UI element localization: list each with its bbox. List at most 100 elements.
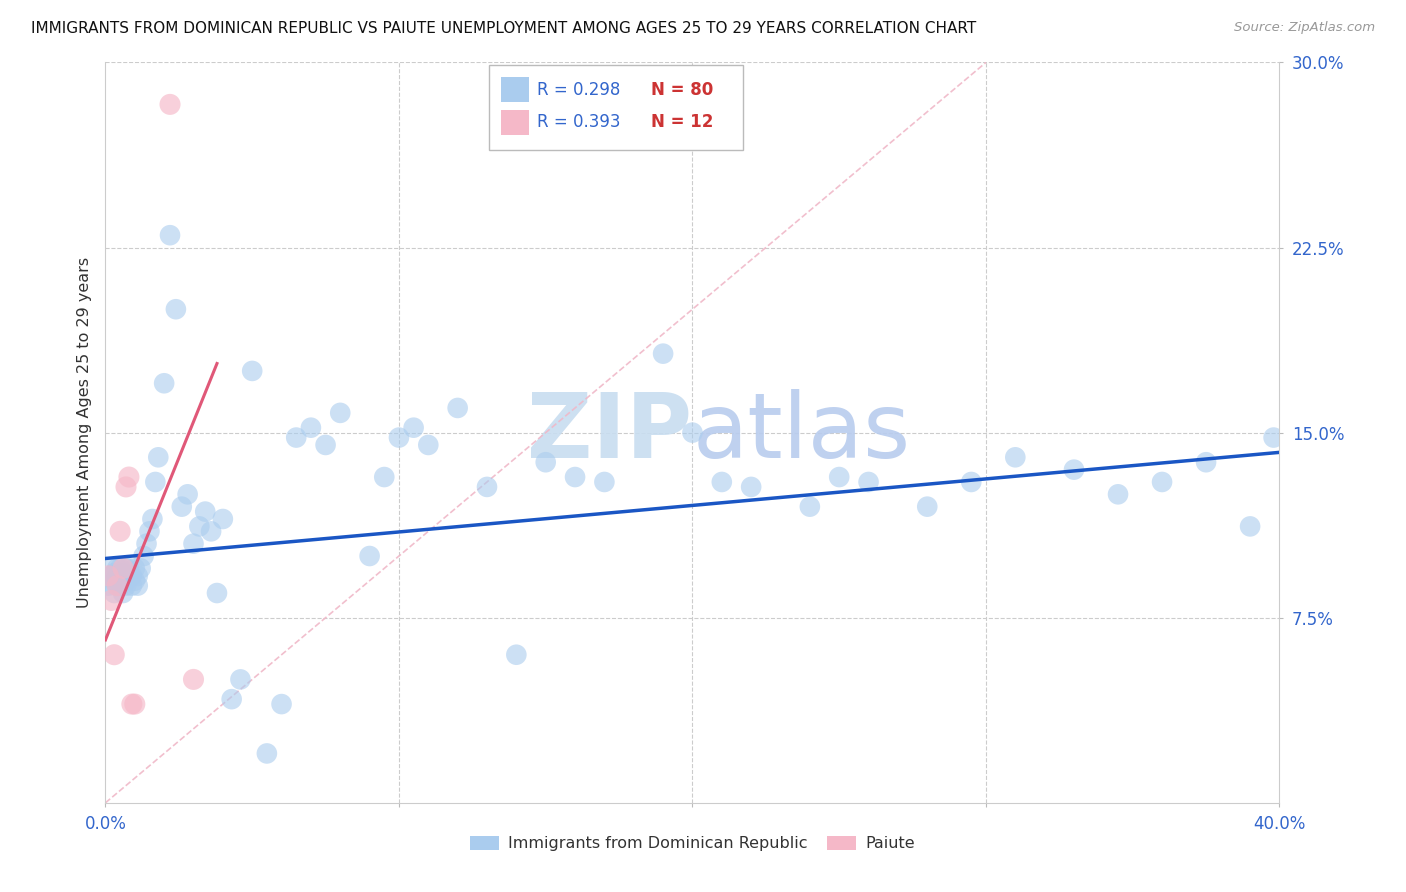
Point	[132, 549, 155, 563]
Point	[285, 431, 308, 445]
Point	[799, 500, 821, 514]
Y-axis label: Unemployment Among Ages 25 to 29 years: Unemployment Among Ages 25 to 29 years	[76, 257, 91, 608]
Point	[121, 568, 143, 582]
Point	[1263, 431, 1285, 445]
Point	[121, 697, 143, 711]
Point	[115, 561, 138, 575]
Point	[1063, 462, 1085, 476]
Point	[108, 568, 131, 582]
Point	[118, 561, 141, 575]
Point	[315, 438, 337, 452]
Point	[153, 376, 176, 391]
Point	[135, 536, 157, 550]
Point	[475, 480, 498, 494]
Point	[534, 455, 557, 469]
Point	[105, 561, 128, 575]
Point	[112, 586, 135, 600]
Point	[329, 406, 352, 420]
Point	[176, 487, 198, 501]
Text: ZIP: ZIP	[527, 389, 693, 476]
Point	[127, 579, 149, 593]
Point	[1239, 519, 1261, 533]
Point	[188, 519, 211, 533]
Point	[115, 480, 138, 494]
Point	[115, 574, 138, 588]
Point	[205, 586, 228, 600]
FancyBboxPatch shape	[501, 78, 529, 103]
Point	[97, 568, 120, 582]
Point	[105, 579, 128, 593]
Point	[183, 536, 205, 550]
Point	[402, 420, 425, 434]
Point	[103, 574, 125, 588]
Point	[108, 579, 131, 593]
Point	[105, 568, 128, 582]
Point	[710, 475, 733, 489]
Point	[447, 401, 470, 415]
FancyBboxPatch shape	[501, 110, 529, 135]
Legend: Immigrants from Dominican Republic, Paiute: Immigrants from Dominican Republic, Paiu…	[464, 830, 921, 858]
Point	[112, 561, 135, 575]
Point	[127, 568, 149, 582]
Point	[103, 566, 125, 581]
Point	[100, 561, 122, 575]
Point	[593, 475, 616, 489]
Point	[1195, 455, 1218, 469]
FancyBboxPatch shape	[489, 65, 742, 150]
Point	[960, 475, 983, 489]
Point	[229, 673, 252, 687]
Point	[97, 579, 120, 593]
Text: N = 12: N = 12	[651, 113, 714, 131]
Point	[418, 438, 440, 452]
Point	[148, 450, 170, 465]
Point	[124, 574, 146, 588]
Point	[105, 579, 128, 593]
Point	[388, 431, 411, 445]
Point	[143, 475, 166, 489]
Text: IMMIGRANTS FROM DOMINICAN REPUBLIC VS PAIUTE UNEMPLOYMENT AMONG AGES 25 TO 29 YE: IMMIGRANTS FROM DOMINICAN REPUBLIC VS PA…	[31, 21, 976, 37]
Point	[103, 648, 125, 662]
Point	[118, 470, 141, 484]
Point	[129, 561, 152, 575]
Point	[1107, 487, 1129, 501]
Point	[115, 579, 138, 593]
Point	[652, 346, 675, 360]
Point	[112, 566, 135, 581]
Point	[165, 302, 187, 317]
Point	[211, 512, 233, 526]
Point	[121, 579, 143, 593]
Point	[373, 470, 395, 484]
Point	[1150, 475, 1173, 489]
Point	[138, 524, 160, 539]
Point	[141, 512, 163, 526]
Point	[1004, 450, 1026, 465]
Point	[170, 500, 193, 514]
Text: Source: ZipAtlas.com: Source: ZipAtlas.com	[1234, 21, 1375, 35]
Point	[124, 561, 146, 575]
Point	[221, 692, 243, 706]
Point	[256, 747, 278, 761]
Point	[740, 480, 762, 494]
Point	[858, 475, 880, 489]
Point	[505, 648, 527, 662]
Point	[124, 697, 146, 711]
Point	[200, 524, 222, 539]
Point	[183, 673, 205, 687]
Text: atlas: atlas	[693, 389, 911, 476]
Point	[359, 549, 381, 563]
Text: R = 0.298: R = 0.298	[537, 81, 621, 99]
Point	[118, 568, 141, 582]
Point	[100, 568, 122, 582]
Point	[108, 524, 131, 539]
Point	[159, 97, 181, 112]
Point	[159, 228, 181, 243]
Point	[240, 364, 263, 378]
Text: R = 0.393: R = 0.393	[537, 113, 621, 131]
Point	[828, 470, 851, 484]
Point	[112, 574, 135, 588]
Point	[103, 586, 125, 600]
Point	[194, 505, 217, 519]
Text: N = 80: N = 80	[651, 81, 714, 99]
Point	[100, 593, 122, 607]
Point	[682, 425, 704, 440]
